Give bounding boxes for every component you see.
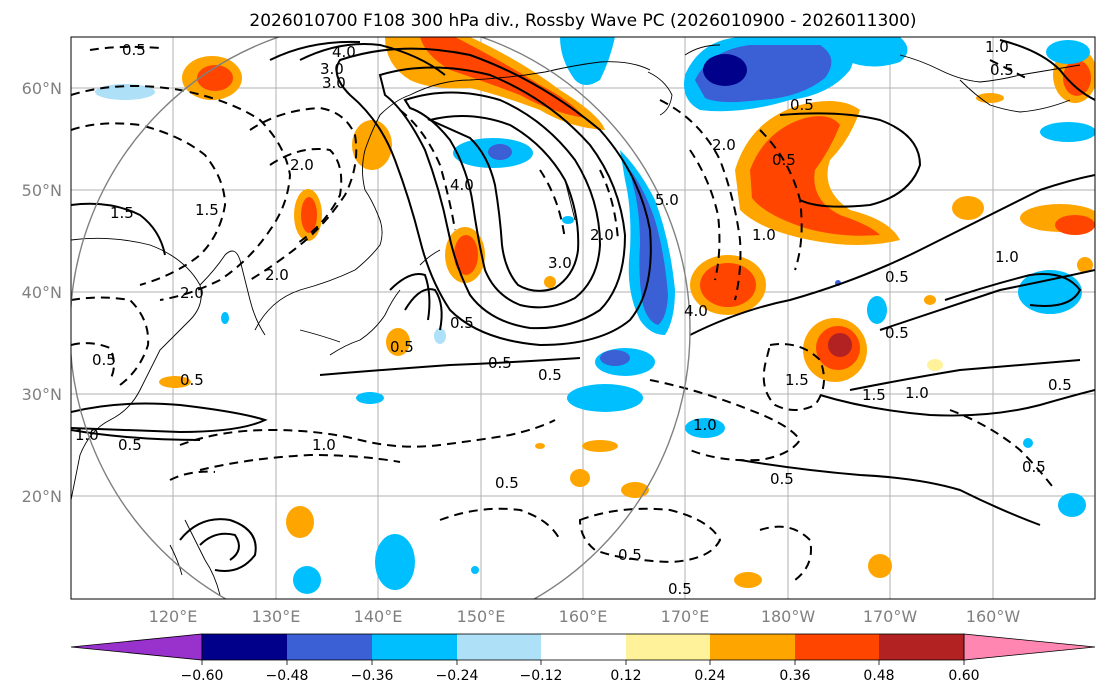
colorbar-bin (287, 634, 372, 660)
contour-label: 4.0 (332, 43, 356, 61)
contour-label: 0.5 (990, 61, 1014, 79)
contour-label: 0.5 (885, 268, 909, 286)
contour-label: 0.5 (180, 371, 204, 389)
contour-label: 1.5 (862, 386, 886, 404)
colorbar-tick-label: −0.24 (436, 668, 479, 684)
contour-label: 4.0 (684, 302, 708, 320)
contour-label: 3.0 (320, 60, 344, 78)
contour-label: 2.0 (590, 226, 614, 244)
contour-label: 0.5 (668, 580, 692, 598)
colorbar-extend-low (70, 633, 203, 661)
colorbar-tick-label: −0.12 (520, 668, 563, 684)
map-title: 2026010700 F108 300 hPa div., Rossby Wav… (249, 11, 916, 31)
colorbar-bin (795, 634, 879, 660)
contour-label: 0.5 (538, 366, 562, 384)
coastlines (71, 44, 1081, 596)
contour-label: 5.0 (655, 191, 679, 209)
contour-label: 1.0 (75, 426, 99, 444)
lon-label-140e: 140°E (354, 607, 403, 626)
contours-solid (71, 39, 1095, 572)
contour-label: 0.5 (772, 151, 796, 169)
colorbar-bin (541, 634, 626, 660)
colorbar-bin (372, 634, 457, 660)
colorbar-tick-label: 0.12 (610, 668, 641, 684)
contour-label: 4.0 (450, 176, 474, 194)
contour-label: 1.5 (785, 371, 809, 389)
contour-label: 0.5 (122, 41, 146, 59)
contour-label: 0.5 (118, 436, 142, 454)
contour-label: 1.5 (195, 201, 219, 219)
contour-label: 2.0 (180, 284, 204, 302)
contour-label: 0.5 (495, 474, 519, 492)
contour-label: 0.5 (92, 351, 116, 369)
contour-labels: 0.5 4.0 3.0 3.0 2.0 4.0 2.0 3.0 0.5 0.5 … (75, 38, 1072, 598)
map-frame (70, 36, 1096, 600)
lat-label-20: 20°N (22, 487, 62, 506)
colorbar-extend-high (963, 633, 1096, 661)
contour-label: 0.5 (790, 96, 814, 114)
contour-label: 0.5 (1022, 458, 1046, 476)
contour-label: 0.5 (770, 470, 794, 488)
contour-label: 3.0 (322, 74, 346, 92)
colorbar-bin (457, 634, 541, 660)
colorbar-bin (879, 634, 964, 660)
lat-label-30: 30°N (22, 385, 62, 404)
lat-label-40: 40°N (22, 283, 62, 302)
contour-label: 0.5 (618, 546, 642, 564)
colorbar-tick-label: −0.36 (351, 668, 394, 684)
lon-label-150e: 150°E (457, 607, 506, 626)
contour-label: 2.0 (712, 136, 736, 154)
contour-label: 2.0 (265, 266, 289, 284)
contour-label: 2.0 (290, 156, 314, 174)
contour-label: 1.0 (905, 384, 929, 402)
lon-label-160e: 160°E (559, 607, 608, 626)
contour-label: 1.0 (312, 436, 336, 454)
colorbar-tick-label: 0.48 (863, 668, 894, 684)
lat-label-50: 50°N (22, 181, 62, 200)
colorbar-tick-label: −0.60 (181, 668, 224, 684)
lon-label-130e: 130°E (252, 607, 301, 626)
contour-label: 1.0 (693, 416, 717, 434)
contour-label: 0.5 (1048, 376, 1072, 394)
colorbar-bin (202, 634, 287, 660)
colorbar-tick-label: 0.36 (779, 668, 810, 684)
lon-label-170w: 170°W (863, 607, 918, 626)
contour-label: 0.5 (885, 324, 909, 342)
contour-label: 0.5 (488, 354, 512, 372)
lon-label-170e: 170°E (661, 607, 710, 626)
contour-label: 0.5 (450, 314, 474, 332)
lon-label-120e: 120°E (149, 607, 198, 626)
colorbar-bin (710, 634, 795, 660)
reference-circle (71, 37, 691, 599)
colorbar: −0.60 −0.48 −0.36 −0.24 −0.12 0.12 0.24 … (70, 633, 1096, 684)
contour-label: 1.0 (985, 38, 1009, 56)
colorbar-tick-label: 0.60 (948, 668, 979, 684)
contour-label: 0.5 (390, 338, 414, 356)
contours-dashed (71, 45, 1056, 581)
lon-label-180w: 180°W (761, 607, 816, 626)
map-panel: 0.5 4.0 3.0 3.0 2.0 4.0 2.0 3.0 0.5 0.5 … (70, 36, 1096, 600)
colorbar-tick-label: 0.24 (694, 668, 725, 684)
contour-label: 1.0 (752, 226, 776, 244)
lon-label-160w: 160°W (966, 607, 1021, 626)
colorbar-bin (626, 634, 710, 660)
contour-label: 1.5 (110, 204, 134, 222)
colorbar-tick-label: −0.48 (266, 668, 309, 684)
latitude-labels: 60°N 50°N 40°N 30°N 20°N (22, 79, 62, 506)
longitude-labels: 120°E 130°E 140°E 150°E 160°E 170°E 180°… (149, 607, 1021, 626)
contour-label: 1.0 (995, 248, 1019, 266)
contour-label: 3.0 (548, 254, 572, 272)
lat-label-60: 60°N (22, 79, 62, 98)
